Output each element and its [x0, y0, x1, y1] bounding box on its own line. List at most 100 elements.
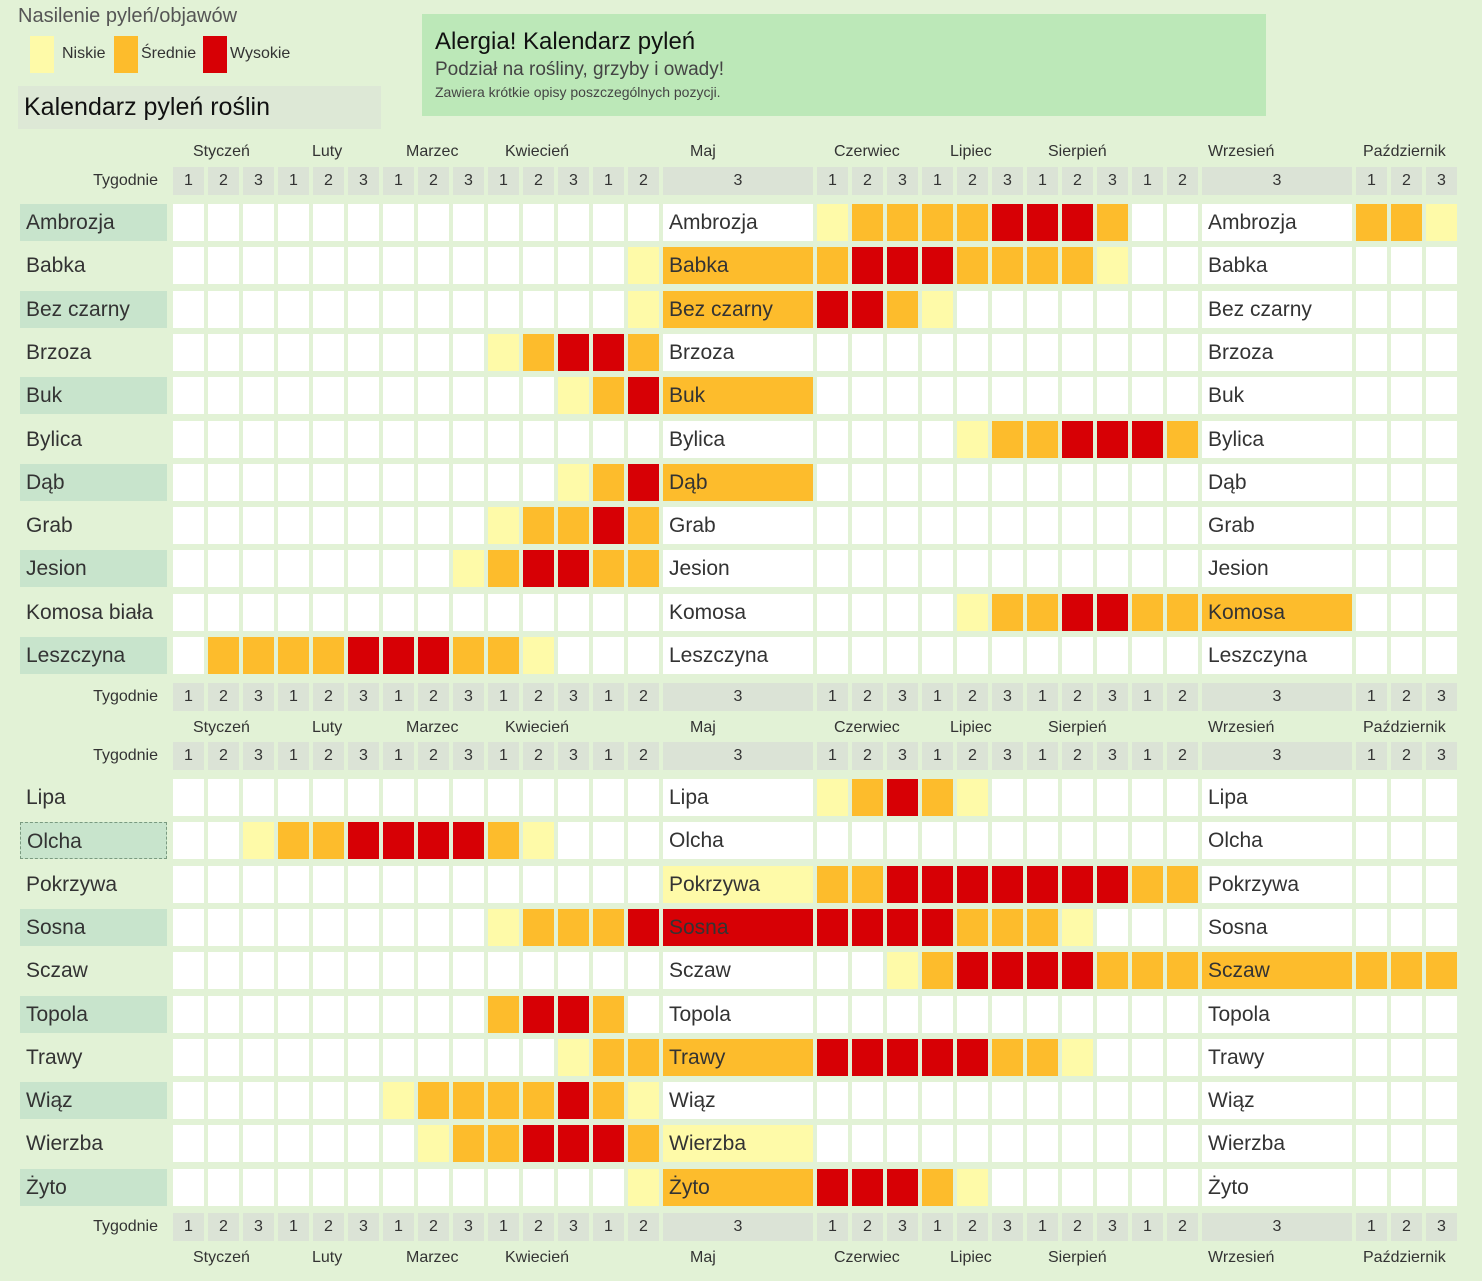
plant-name[interactable]: Grab [26, 514, 73, 538]
pollen-cell [313, 822, 344, 860]
row-name-cell: Jesion [1202, 550, 1352, 588]
pollen-cell [817, 865, 848, 903]
week-number: 1 [488, 1213, 519, 1241]
week-number: 2 [628, 742, 659, 770]
plant-name[interactable]: Trawy [26, 1045, 83, 1069]
pollen-cell [957, 1125, 988, 1163]
plant-name[interactable]: Komosa biała [26, 600, 154, 624]
week-number: 3 [243, 742, 274, 770]
pollen-cell [348, 247, 379, 285]
plant-name[interactable]: Bez czarny [20, 290, 167, 328]
pollen-cell [418, 1168, 449, 1206]
pollen-cell [817, 593, 848, 631]
pollen-cell [1062, 550, 1093, 588]
week-number: 3 [453, 742, 484, 770]
plant-name[interactable]: Jesion [20, 550, 167, 588]
pollen-cell [1167, 593, 1198, 631]
plant-name[interactable]: Bylica [26, 427, 83, 451]
pollen-cell [173, 908, 204, 946]
pollen-cell [1167, 247, 1198, 285]
pollen-cell [453, 1125, 484, 1163]
week-number: 3 [1097, 683, 1128, 711]
month-header: Styczeń [193, 719, 250, 736]
pollen-cell [278, 204, 309, 241]
row-name-cell: Babka [1202, 247, 1352, 285]
plant-name[interactable]: Topola [20, 995, 167, 1033]
plant-name[interactable]: Lipa [26, 786, 66, 809]
pollen-cell [208, 247, 239, 285]
pollen-cell [1097, 550, 1128, 588]
legend-label-high: Wysokie [230, 45, 291, 62]
pollen-cell [852, 1038, 883, 1076]
pollen-cell [1027, 463, 1058, 501]
pollen-cell [488, 1125, 519, 1163]
week-number: 2 [852, 683, 883, 711]
row-name-cell: Buk [1202, 377, 1352, 415]
week-number: 1 [1027, 742, 1058, 770]
plant-name[interactable]: Ambrozja [20, 204, 167, 241]
week-number: 3 [243, 167, 274, 195]
pollen-cell [313, 463, 344, 501]
week-number: 1 [922, 742, 953, 770]
pollen-cell [957, 550, 988, 588]
pollen-cell [488, 995, 519, 1033]
pollen-cell [852, 463, 883, 501]
pollen-cell [852, 822, 883, 860]
plant-name[interactable]: Olcha [20, 822, 167, 860]
pollen-cell [558, 593, 589, 631]
pollen-cell [1391, 995, 1422, 1033]
week-number: 2 [1167, 742, 1198, 770]
pollen-cell [453, 1168, 484, 1206]
plant-name[interactable]: Leszczyna [20, 637, 167, 674]
plant-name[interactable]: Dąb [20, 463, 167, 501]
plant-name[interactable]: Wierzba [26, 1132, 104, 1156]
week-number: 2 [523, 683, 554, 711]
pollen-cell [208, 995, 239, 1033]
plant-name[interactable]: Babka [26, 254, 86, 278]
pollen-cell [1167, 637, 1198, 674]
plant-name[interactable]: Brzoza [26, 340, 92, 364]
pollen-cell [523, 204, 554, 241]
pollen-cell [992, 463, 1023, 501]
week-number: 2 [418, 167, 449, 195]
pollen-cell [887, 995, 918, 1033]
info-box: Alergia! Kalendarz pyleń Podział na rośl… [422, 14, 1266, 116]
week-number: 2 [852, 1213, 883, 1241]
week-number: 1 [278, 683, 309, 711]
week-number: 2 [852, 167, 883, 195]
pollen-cell [992, 377, 1023, 415]
plant-name[interactable]: Sczaw [26, 959, 88, 983]
week-number: 3 [348, 167, 379, 195]
pollen-cell [628, 1038, 659, 1076]
plant-name[interactable]: Wiąz [20, 1082, 167, 1120]
pollen-cell [992, 204, 1023, 241]
week-number: 3 [992, 1213, 1023, 1241]
week-number: 2 [957, 167, 988, 195]
pollen-cell [523, 865, 554, 903]
plant-name[interactable]: Sosna [20, 908, 167, 946]
pollen-cell [992, 1082, 1023, 1120]
plant-name[interactable]: Buk [20, 377, 167, 415]
pollen-cell [957, 507, 988, 545]
pollen-cell [313, 952, 344, 990]
pollen-cell [558, 637, 589, 674]
week-number: 1 [278, 167, 309, 195]
pollen-cell [383, 550, 414, 588]
plant-name[interactable]: Pokrzywa [26, 872, 118, 896]
week-number: 1 [383, 683, 414, 711]
week-number: 1 [817, 683, 848, 711]
pollen-cell [628, 420, 659, 458]
pollen-cell [1062, 1168, 1093, 1206]
plant-name[interactable]: Żyto [20, 1168, 167, 1206]
pollen-cell [887, 1082, 918, 1120]
pollen-cell [383, 779, 414, 816]
pollen-cell [922, 204, 953, 241]
month-header: Kwiecień [505, 143, 570, 160]
pollen-cell [1132, 1038, 1163, 1076]
pollen-cell [1391, 952, 1422, 990]
pollen-cell [1391, 822, 1422, 860]
pollen-cell [852, 507, 883, 545]
pollen-cell [313, 377, 344, 415]
pollen-cell [348, 593, 379, 631]
pollen-cell [992, 822, 1023, 860]
